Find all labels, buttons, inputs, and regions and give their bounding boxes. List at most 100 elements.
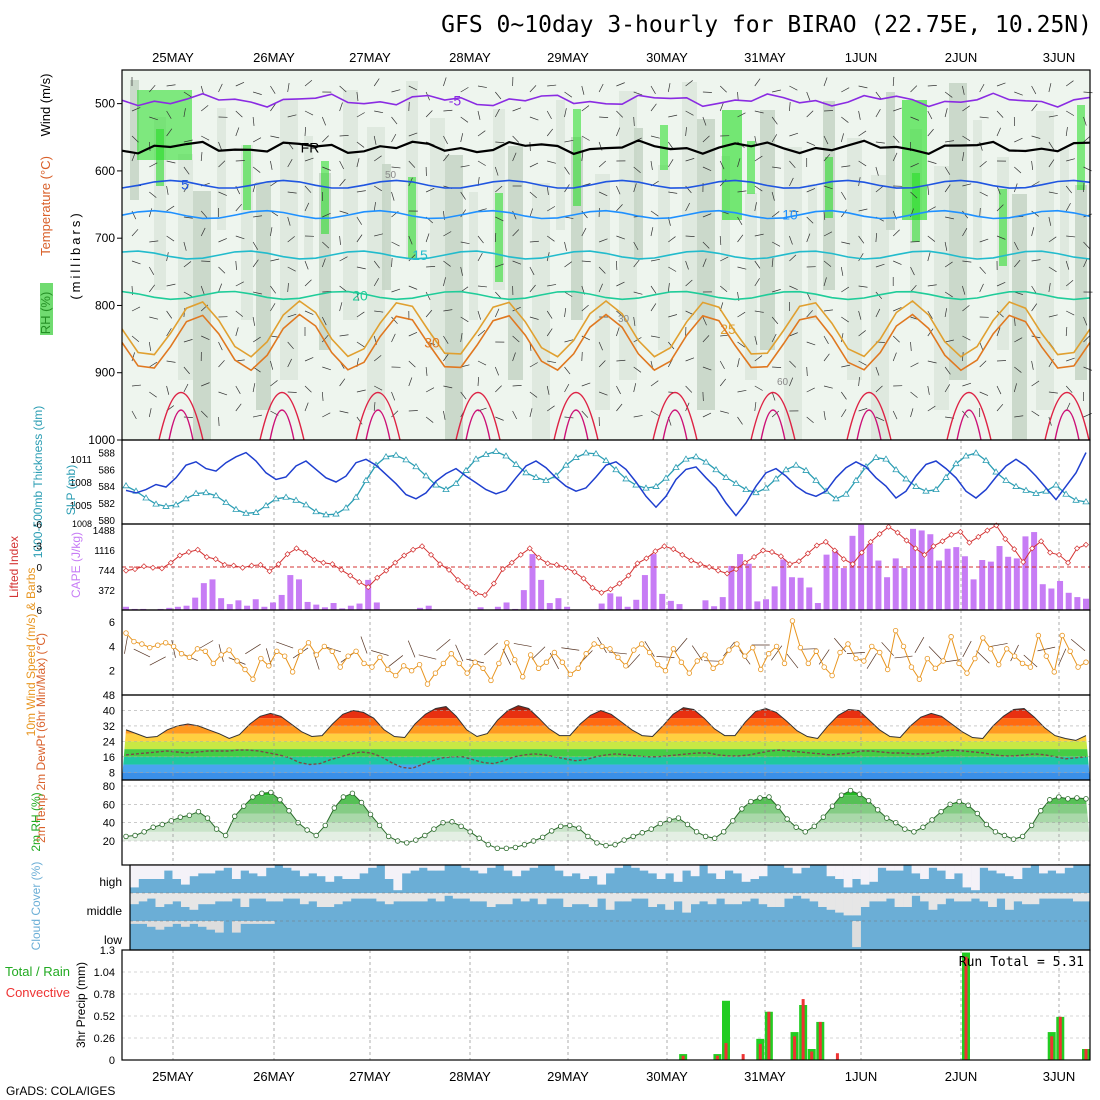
upper-barb-40-4 <box>823 185 833 190</box>
slp-point-84 <box>962 452 970 459</box>
bottom-date-label-0: 25MAY <box>152 1069 194 1084</box>
cloud-cell-0-88 <box>877 865 887 868</box>
upper-barb-1-10 <box>148 341 152 351</box>
upper-barb-31-9 <box>668 314 678 318</box>
precip-conv-bar-74 <box>758 1043 762 1060</box>
rh-point-69 <box>748 798 754 805</box>
rh-point-14 <box>250 794 256 800</box>
upper-barb-41-12 <box>841 391 847 400</box>
cape-bar-19 <box>287 575 294 610</box>
upper-barb-48-3 <box>962 152 965 162</box>
bottom-date-label-4: 29MAY <box>547 1069 589 1084</box>
upper-barb-28-6 <box>616 235 625 240</box>
rh-point-48 <box>558 823 564 830</box>
cloud-cell-1-11 <box>223 893 233 902</box>
warm-loop-b-9 <box>1054 409 1080 441</box>
upper-barb-27-10 <box>598 341 603 351</box>
upper-barb-15-7 <box>391 257 393 268</box>
rh-point-97 <box>1001 832 1008 839</box>
cloud-cell-1-2 <box>146 893 156 899</box>
upper-barb-53-1 <box>1048 115 1058 118</box>
rh-shade-20 <box>556 100 565 230</box>
cloud-cell-0-51 <box>563 865 573 877</box>
upper-barb-16-11 <box>408 360 416 368</box>
cloud-cell-1-3 <box>155 893 165 907</box>
upper-barb-0-6 <box>131 229 139 237</box>
cloud-cell-1-31 <box>393 893 403 902</box>
rh-point-2 <box>141 829 147 835</box>
li-point-107 <box>1083 541 1089 548</box>
rh-point-83 <box>874 807 881 813</box>
upper-barb-33-11 <box>702 366 712 371</box>
cloud-cell-1-60 <box>639 893 649 899</box>
cloud-cell-0-89 <box>886 865 895 871</box>
cape-bar-81 <box>823 554 830 610</box>
cloud-cell-1-32 <box>401 893 411 902</box>
upper-barb-37-6 <box>771 241 781 247</box>
cloud-cell-1-17 <box>274 893 284 902</box>
upper-barb-49-0 <box>979 83 985 93</box>
cape-bar-11 <box>218 598 225 610</box>
upper-barb-42-8 <box>858 285 868 288</box>
upper-barb-42-11 <box>858 360 867 366</box>
slp-point-14 <box>262 501 270 509</box>
li-point-4 <box>158 565 165 572</box>
upper-barb-50-0 <box>996 82 1006 87</box>
upper-barb-47-12 <box>944 384 951 393</box>
upper-barb-42-0 <box>858 85 868 89</box>
upper-barb-9-3 <box>287 159 293 168</box>
upper-barb-7-5 <box>253 215 263 218</box>
upper-barb-34-1 <box>719 102 724 112</box>
cloud-cell-1-98 <box>962 893 972 902</box>
li-point-91 <box>939 538 946 545</box>
li-point-47 <box>544 560 551 567</box>
rh-shade-26 <box>682 82 697 320</box>
wind-point-62 <box>615 654 621 661</box>
upper-barb-33-10 <box>702 335 710 343</box>
upper-barb-18-1 <box>443 109 453 112</box>
rh-shade-14 <box>430 118 445 350</box>
upper-barb-36-11 <box>754 355 763 362</box>
cloud-cell-1-85 <box>852 893 861 916</box>
wind-point-76 <box>726 647 732 653</box>
cloud-cell-0-104 <box>1013 865 1023 879</box>
wind-barb-50 <box>513 643 532 647</box>
li-point-99 <box>1011 546 1018 553</box>
wind-point-69 <box>670 646 677 652</box>
cloud-cell-2-4 <box>163 921 173 927</box>
isotherm-0 <box>121 92 1091 108</box>
upper-barb-19-7 <box>460 266 463 276</box>
li-point-101 <box>1029 545 1036 552</box>
upper-barb-24-13 <box>546 405 555 412</box>
cape-bar-73 <box>754 601 761 610</box>
upper-barb-31-8 <box>667 283 670 293</box>
cloud-cell-0-39 <box>461 865 471 868</box>
rh-point-68 <box>739 806 745 812</box>
rh-point-22 <box>322 822 328 829</box>
cape-bar-59 <box>633 599 640 610</box>
upper-barb-19-12 <box>460 391 467 400</box>
wind-point-31 <box>369 664 375 670</box>
rh-point-53 <box>603 842 609 849</box>
thick-tick-2: 584 <box>98 482 115 493</box>
slp-point-36 <box>482 450 490 457</box>
upper-barb-20-2 <box>477 130 486 137</box>
cape-tick-1: 744 <box>98 566 115 577</box>
rh-shade-39 <box>949 83 967 380</box>
precip-conv-bar-80 <box>810 1051 814 1060</box>
upper-barb-23-12 <box>529 391 538 398</box>
cloud-cell-0-33 <box>410 865 420 871</box>
slp-point-17 <box>292 496 300 503</box>
upper-barb-7-7 <box>252 259 259 268</box>
upper-barb-47-9 <box>944 308 948 318</box>
wind-point-81 <box>765 651 772 657</box>
upper-barb-16-0 <box>408 85 418 91</box>
upper-barb-23-3 <box>529 162 539 168</box>
rh-point-33 <box>422 832 428 839</box>
rh-shade-45 <box>1075 185 1087 380</box>
rh-point-39 <box>476 835 482 841</box>
rh-shade-43 <box>1036 111 1054 410</box>
cape-bar-92 <box>918 530 925 610</box>
cape-bar-10 <box>209 579 216 610</box>
upper-barb-16-8 <box>408 285 418 290</box>
